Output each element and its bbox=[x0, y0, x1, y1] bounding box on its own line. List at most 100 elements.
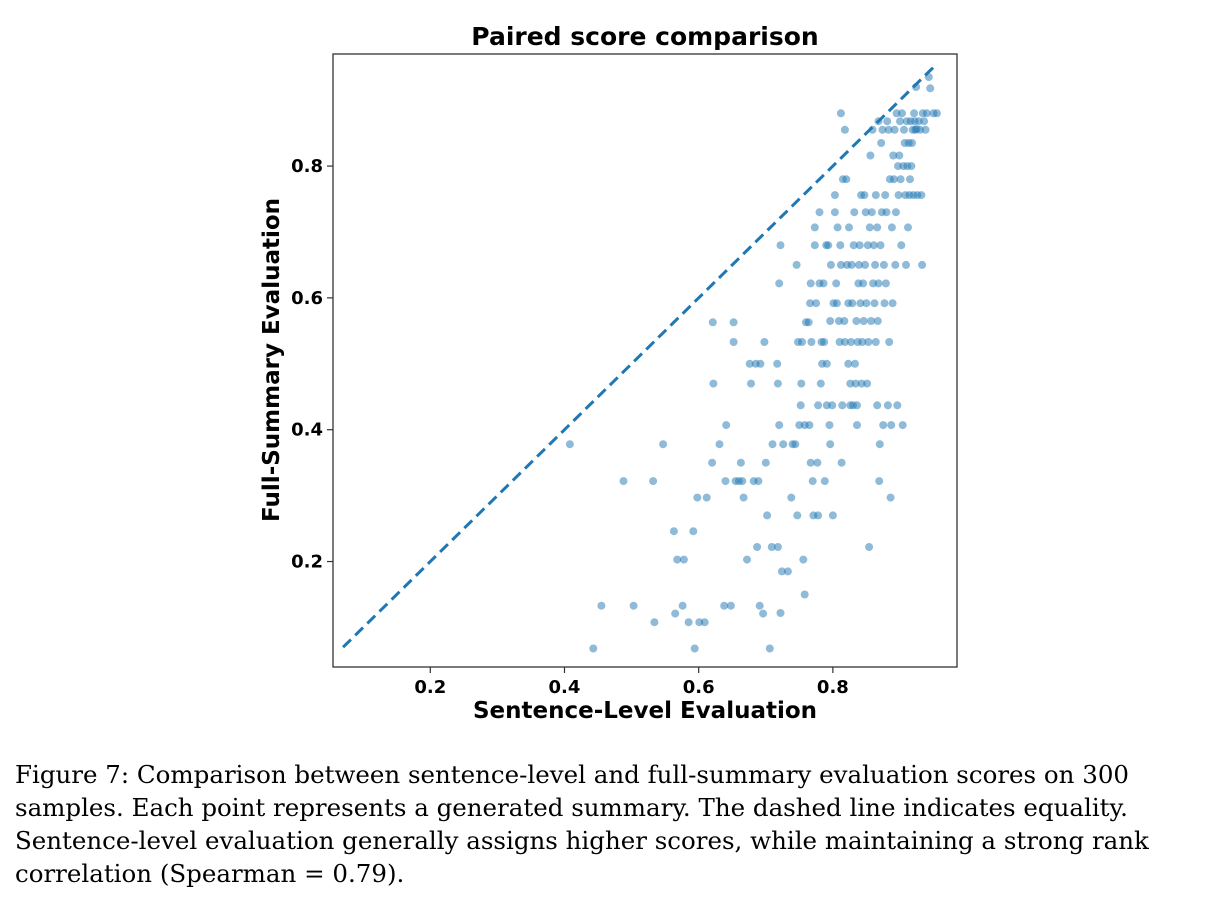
data-point bbox=[659, 440, 668, 449]
data-point bbox=[895, 151, 904, 160]
data-point bbox=[565, 440, 574, 449]
x-tick-label: 0.8 bbox=[817, 677, 849, 698]
data-point bbox=[859, 317, 868, 325]
data-point bbox=[816, 379, 825, 388]
data-point bbox=[837, 458, 846, 467]
data-point bbox=[808, 477, 817, 486]
y-axis-label: Full-Summary Evaluation bbox=[259, 198, 285, 522]
x-tick-label: 0.6 bbox=[683, 677, 715, 698]
data-point bbox=[820, 338, 829, 346]
data-point bbox=[840, 317, 849, 325]
data-point bbox=[894, 191, 903, 200]
data-point bbox=[842, 175, 851, 184]
data-point bbox=[863, 241, 872, 250]
data-point bbox=[739, 493, 748, 502]
data-point bbox=[852, 317, 861, 325]
data-point bbox=[775, 279, 784, 288]
data-point bbox=[828, 511, 837, 520]
plot-frame bbox=[332, 53, 958, 668]
data-point bbox=[887, 223, 896, 232]
data-point bbox=[863, 379, 872, 388]
data-point bbox=[891, 260, 900, 269]
data-point bbox=[896, 117, 904, 126]
chart-title: Paired score comparison bbox=[471, 22, 818, 51]
data-point bbox=[684, 618, 693, 627]
equality-reference-line bbox=[342, 62, 938, 649]
data-point bbox=[689, 527, 698, 536]
data-point bbox=[871, 260, 880, 269]
data-point bbox=[867, 208, 876, 217]
data-point bbox=[898, 421, 907, 430]
data-point bbox=[678, 601, 687, 610]
data-point bbox=[650, 618, 659, 627]
data-point bbox=[708, 458, 717, 467]
data-point bbox=[873, 401, 882, 410]
data-point bbox=[845, 223, 853, 232]
data-point bbox=[849, 241, 858, 250]
x-tick-label: 0.4 bbox=[549, 677, 581, 698]
data-point bbox=[853, 401, 861, 410]
data-point bbox=[798, 338, 806, 346]
data-point bbox=[881, 279, 890, 288]
data-point bbox=[871, 191, 880, 200]
data-point bbox=[888, 299, 897, 308]
data-point bbox=[891, 208, 900, 217]
data-point bbox=[879, 260, 888, 269]
data-point bbox=[908, 139, 916, 147]
data-point bbox=[776, 609, 785, 617]
data-point bbox=[787, 493, 796, 502]
data-point bbox=[765, 644, 774, 653]
data-point bbox=[873, 317, 882, 325]
data-point bbox=[826, 317, 835, 325]
data-point bbox=[836, 260, 845, 269]
data-point bbox=[671, 609, 680, 618]
data-point bbox=[826, 440, 835, 449]
data-point bbox=[860, 191, 869, 200]
data-point bbox=[756, 359, 765, 368]
data-point bbox=[907, 162, 916, 171]
data-point bbox=[884, 125, 893, 134]
data-point bbox=[796, 401, 805, 410]
data-point bbox=[819, 279, 828, 288]
data-point bbox=[858, 338, 867, 346]
data-point bbox=[773, 543, 782, 551]
data-point bbox=[721, 477, 730, 486]
y-tick-label: 0.4 bbox=[291, 420, 323, 441]
data-point bbox=[830, 191, 839, 200]
data-point bbox=[810, 223, 819, 232]
data-point bbox=[702, 493, 711, 502]
data-point bbox=[810, 241, 819, 250]
data-point bbox=[922, 109, 931, 118]
data-point bbox=[861, 208, 870, 217]
data-point bbox=[806, 279, 815, 288]
data-point bbox=[855, 260, 863, 269]
data-point bbox=[885, 338, 894, 346]
data-point bbox=[870, 299, 879, 308]
y-tick-label: 0.8 bbox=[291, 156, 323, 177]
data-point bbox=[853, 421, 861, 430]
data-point bbox=[738, 477, 747, 486]
data-point bbox=[881, 191, 890, 200]
data-point bbox=[920, 117, 929, 126]
figure-caption: Figure 7: Comparison between sentence-le… bbox=[15, 758, 1215, 890]
data-point bbox=[875, 477, 884, 486]
data-point bbox=[830, 208, 839, 217]
data-point bbox=[815, 208, 824, 217]
data-point bbox=[760, 338, 769, 346]
data-point bbox=[693, 493, 702, 502]
data-point bbox=[824, 241, 833, 250]
data-point bbox=[805, 421, 814, 430]
x-axis-label: Sentence-Level Evaluation bbox=[473, 698, 817, 724]
data-point bbox=[649, 477, 658, 486]
data-point bbox=[793, 511, 802, 520]
data-point bbox=[763, 511, 772, 520]
data-point bbox=[876, 241, 885, 250]
data-point bbox=[792, 260, 801, 269]
data-point bbox=[921, 125, 930, 134]
data-point bbox=[753, 543, 762, 551]
data-point bbox=[844, 359, 853, 368]
caption-line: samples. Each point represents a generat… bbox=[15, 793, 1128, 822]
data-point bbox=[850, 208, 859, 217]
data-point bbox=[729, 338, 738, 346]
data-point bbox=[847, 338, 855, 346]
